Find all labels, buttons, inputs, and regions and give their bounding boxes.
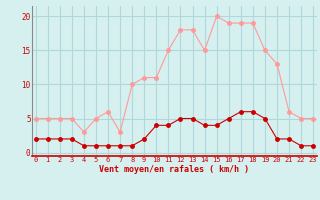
X-axis label: Vent moyen/en rafales ( km/h ): Vent moyen/en rafales ( km/h )	[100, 165, 249, 174]
